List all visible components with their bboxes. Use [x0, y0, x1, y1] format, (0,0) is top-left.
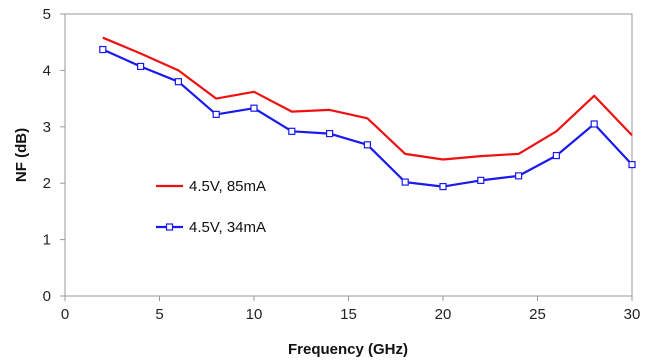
x-tick-label: 10 [246, 306, 263, 323]
y-tick-label: 3 [43, 119, 51, 136]
x-tick-label: 5 [155, 306, 163, 323]
data-point-marker [326, 129, 334, 138]
data-point-marker [174, 78, 182, 86]
series-line-1 [102, 36, 633, 161]
data-point-marker [212, 110, 220, 118]
y-tick-label: 1 [43, 232, 51, 249]
data-point-marker [99, 45, 107, 54]
data-point-marker [363, 141, 371, 149]
data-point-marker [439, 182, 447, 191]
legend: 4.5V, 85mA 4.5V, 34mA [156, 178, 266, 236]
data-point-marker [477, 176, 485, 184]
legend-label-1: 4.5V, 85mA [189, 178, 266, 195]
data-point-marker [401, 178, 409, 186]
data-point-marker [552, 151, 561, 160]
legend-marker [165, 223, 174, 231]
x-tick-label: 30 [624, 306, 641, 323]
data-point-marker [137, 62, 145, 71]
x-tick-label: 0 [61, 306, 69, 323]
plot-frame [64, 13, 633, 297]
data-point-marker [628, 160, 636, 169]
data-point-marker [288, 127, 296, 135]
y-tick-label: 4 [43, 62, 51, 79]
legend-label-2: 4.5V, 34mA [189, 219, 266, 236]
x-tick-label: 20 [435, 306, 452, 323]
x-tick-label: 15 [340, 306, 357, 323]
y-tick-label: 2 [43, 175, 51, 192]
y-axis: 0 1 2 3 4 5 [43, 6, 65, 305]
data-point-marker [250, 104, 258, 112]
y-tick-label: 5 [43, 6, 51, 23]
y-tick-label: 0 [43, 288, 51, 305]
data-point-marker [514, 172, 523, 180]
data-point-marker [590, 120, 598, 128]
x-axis: 0 5 10 15 20 25 30 [61, 296, 641, 323]
x-axis-title: Frequency (GHz) [288, 341, 408, 358]
y-axis-title: NF (dB) [13, 128, 30, 182]
x-tick-label: 25 [529, 306, 546, 323]
series-layer [99, 36, 636, 191]
